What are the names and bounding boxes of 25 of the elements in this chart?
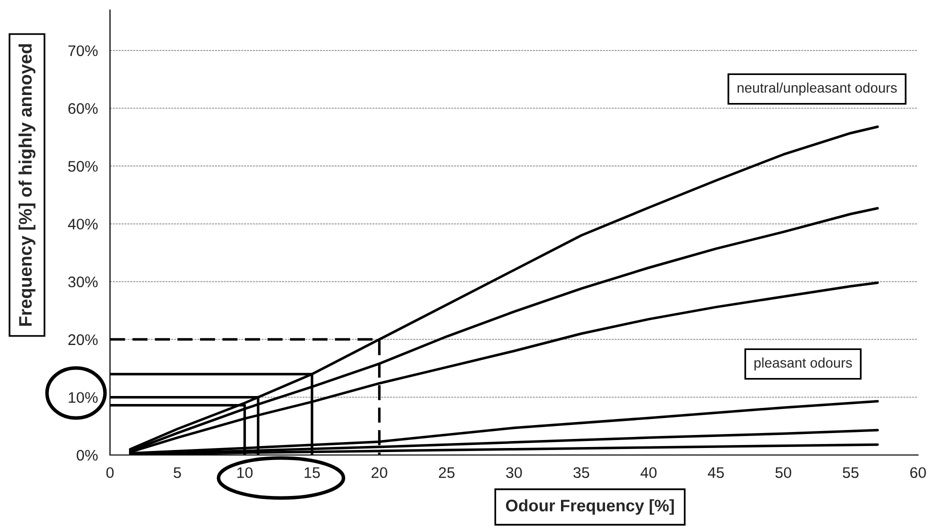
y-tick-label: 60% [68, 103, 98, 114]
x-tick-label: 30 [506, 467, 522, 478]
x-tick-label: 20 [372, 467, 388, 478]
x-axis-title: Odour Frequency [%] [506, 499, 674, 515]
x-tick-label: 0 [106, 467, 114, 478]
y-tick-label: 10% [68, 392, 98, 403]
x-tick-label: 40 [640, 467, 657, 478]
y-tick-label: 50% [68, 160, 98, 172]
y-tick-label: 30% [68, 276, 98, 288]
x-tick-label: 55 [842, 467, 859, 478]
y-tick-label: 40% [68, 218, 98, 230]
x-tick-label: 50 [775, 467, 792, 478]
x-tick-label: 15 [304, 467, 320, 478]
y-tick-label: 20% [68, 334, 98, 346]
x-tick-label: 45 [708, 467, 724, 478]
y-tick-label: 0% [76, 450, 98, 461]
y-axis-title: Frequency [%] of highly annoyed [18, 44, 36, 326]
x-tick-label: 60 [910, 467, 926, 478]
x-tick-label: 5 [174, 467, 181, 478]
annotation: pleasant odours [754, 358, 852, 370]
x-tick-label: 35 [573, 467, 590, 478]
x-tick-label: 10 [237, 467, 253, 478]
annotation: neutral/unpleasant odours [738, 82, 897, 96]
x-tick-label: 25 [438, 467, 455, 478]
y-tick-label: 70% [68, 45, 98, 56]
